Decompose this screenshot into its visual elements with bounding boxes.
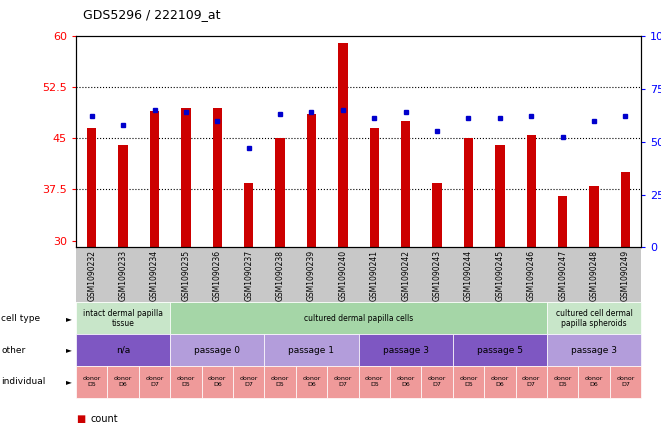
Text: donor
D7: donor D7 (616, 376, 635, 387)
Bar (150, 111, 159, 247)
Bar (621, 173, 630, 247)
Text: donor
D6: donor D6 (302, 376, 321, 387)
Bar (527, 135, 536, 247)
Text: donor
D6: donor D6 (397, 376, 415, 387)
Text: intact dermal papilla
tissue: intact dermal papilla tissue (83, 309, 163, 328)
Text: donor
D6: donor D6 (585, 376, 603, 387)
Bar (213, 107, 222, 247)
Text: donor
D6: donor D6 (490, 376, 509, 387)
Text: passage 1: passage 1 (288, 346, 334, 354)
Bar (181, 107, 190, 247)
Text: donor
D7: donor D7 (522, 376, 541, 387)
Bar (276, 138, 285, 247)
Text: donor
D5: donor D5 (553, 376, 572, 387)
Bar (369, 128, 379, 247)
Bar (464, 138, 473, 247)
Bar (558, 196, 567, 247)
Bar (338, 43, 348, 247)
Text: passage 3: passage 3 (571, 346, 617, 354)
Bar (307, 114, 316, 247)
Text: ■: ■ (76, 414, 85, 423)
Text: GDS5296 / 222109_at: GDS5296 / 222109_at (83, 8, 220, 21)
Text: cell type: cell type (1, 314, 40, 323)
Text: donor
D7: donor D7 (239, 376, 258, 387)
Text: donor
D5: donor D5 (83, 376, 101, 387)
Text: individual: individual (1, 377, 46, 386)
Bar (87, 128, 97, 247)
Text: passage 0: passage 0 (194, 346, 241, 354)
Text: passage 3: passage 3 (383, 346, 429, 354)
Bar (244, 183, 253, 247)
Text: other: other (1, 346, 26, 354)
Bar (118, 145, 128, 247)
Text: passage 5: passage 5 (477, 346, 523, 354)
Bar (401, 121, 410, 247)
Text: ►: ► (65, 314, 71, 323)
Bar (495, 145, 504, 247)
Text: donor
D5: donor D5 (271, 376, 290, 387)
Text: donor
D5: donor D5 (176, 376, 195, 387)
Text: cultured cell dermal
papilla spheroids: cultured cell dermal papilla spheroids (556, 309, 633, 328)
Text: donor
D5: donor D5 (459, 376, 478, 387)
Text: donor
D7: donor D7 (428, 376, 446, 387)
Bar (432, 183, 442, 247)
Text: donor
D6: donor D6 (114, 376, 132, 387)
Text: n/a: n/a (116, 346, 130, 354)
Text: count: count (91, 414, 118, 423)
Bar (590, 186, 599, 247)
Text: donor
D5: donor D5 (365, 376, 383, 387)
Text: donor
D6: donor D6 (208, 376, 227, 387)
Text: donor
D7: donor D7 (334, 376, 352, 387)
Text: cultured dermal papilla cells: cultured dermal papilla cells (304, 314, 413, 323)
Text: donor
D7: donor D7 (145, 376, 164, 387)
Text: ►: ► (65, 377, 71, 386)
Text: ►: ► (65, 346, 71, 354)
